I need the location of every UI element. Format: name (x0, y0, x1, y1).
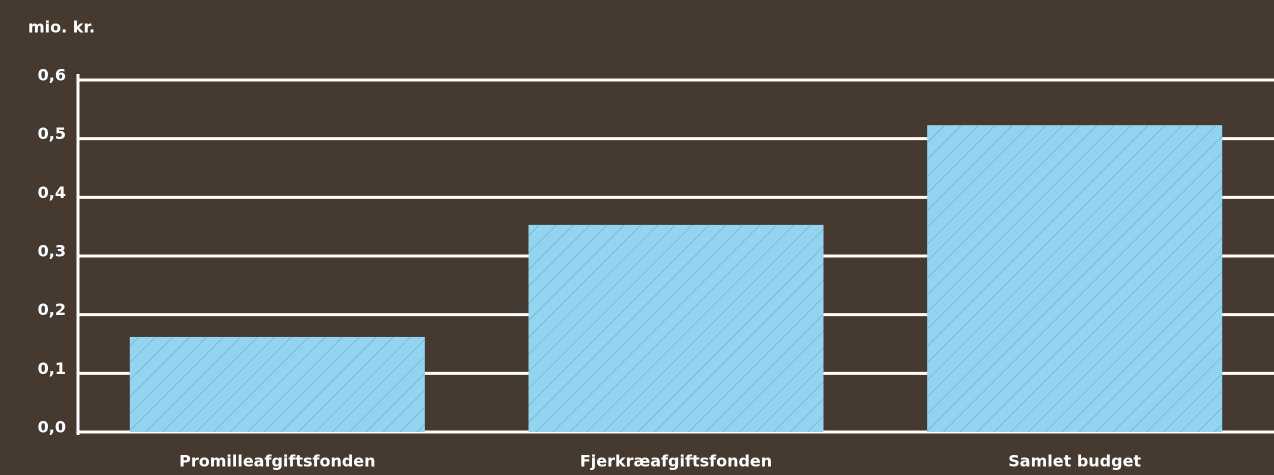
bar-hatch (528, 224, 824, 432)
x-tick-label: Samlet budget (1008, 452, 1141, 471)
y-tick-label: 0,4 (38, 183, 66, 202)
y-tick-label: 0,1 (38, 359, 66, 378)
y-tick-label: 0,2 (38, 300, 66, 319)
x-tick-label: Promilleafgiftsfonden (179, 452, 375, 471)
y-tick-label: 0,5 (38, 124, 66, 143)
y-tick-label: 0,3 (38, 242, 66, 261)
y-axis-label: mio. kr. (28, 18, 95, 37)
y-tick-label: 0,0 (38, 418, 66, 437)
y-tick-label: 0,6 (38, 66, 66, 85)
bar-hatch (129, 336, 425, 432)
x-tick-label: Fjerkræafgiftsfonden (580, 452, 772, 471)
bar-hatch (927, 125, 1223, 432)
